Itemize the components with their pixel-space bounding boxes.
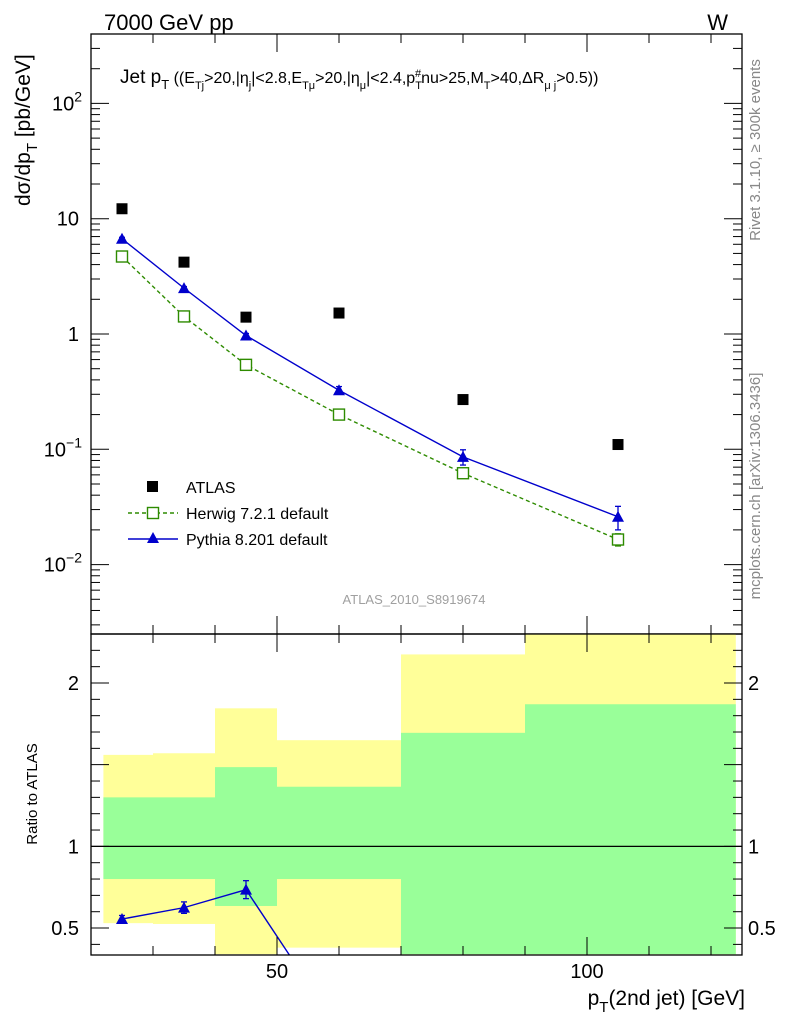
data-point: [612, 439, 624, 451]
legend-item-atlas: ATLAS: [147, 480, 236, 497]
ratio-y-tick-label-left: 1: [68, 836, 79, 858]
legend: ATLAS Herwig 7.2.1 default Pythia 8.201 …: [128, 480, 329, 549]
mcplots-label: mcplots.cern.ch [arXiv:1306.3436]: [747, 373, 764, 600]
series-herwig: [115, 250, 625, 547]
legend-marker-herwig: [146, 506, 160, 520]
main-y-tick-label: 102: [52, 88, 82, 115]
ratio-band-inner: [277, 786, 401, 880]
ratio-data-point: [240, 883, 252, 895]
main-data-layer: [115, 203, 625, 547]
ratio-bands: [103, 634, 736, 955]
ratio-y-tick-label-right: 2: [748, 673, 759, 695]
ratio-data-layer: [116, 880, 290, 956]
main-y-tick-label: 10: [57, 209, 79, 231]
ratio-band-inner: [103, 797, 153, 880]
ratio-panel: 0.5 0.5 1 1 2 2 50 100 Ratio to ATLAS pT(2nd j…: [24, 633, 776, 1016]
data-point: [178, 256, 190, 268]
legend-label-atlas: ATLAS: [186, 480, 236, 497]
series-atlas: [116, 203, 624, 451]
main-y-tick-label: 10−1: [44, 434, 82, 461]
ratio-series-pythia: [116, 880, 290, 956]
x-axis-label: pT(2nd jet) [GeV]: [588, 987, 745, 1016]
data-point: [240, 311, 252, 323]
data-point: [177, 310, 191, 323]
data-point: [333, 384, 345, 396]
data-point: [240, 329, 252, 341]
header-right: W: [707, 10, 728, 35]
data-point: [115, 250, 129, 263]
data-point: [457, 394, 469, 406]
main-y-tick-labels: 10−2 10−1 1 10 102: [44, 88, 82, 576]
main-ticks: [90, 33, 742, 634]
data-point: [457, 450, 469, 462]
ratio-frame: [90, 633, 743, 956]
ratio-y-tick-label-left: 2: [68, 673, 79, 695]
data-point: [332, 408, 346, 421]
ratio-band-inner: [401, 732, 525, 955]
main-y-tick-label: 1: [68, 324, 79, 346]
ratio-series-line: [121, 888, 290, 956]
data-point: [239, 358, 253, 372]
legend-label-herwig: Herwig 7.2.1 default: [186, 506, 329, 523]
header-left: 7000 GeV pp: [104, 10, 234, 35]
main-panel: ATLAS_2010_S8919674 10−2 10−1 1 10 102 Jet p…: [12, 33, 743, 635]
rivet-label: Rivet 3.1.10, ≥ 300k events: [747, 59, 764, 241]
ratio-data-point: [178, 901, 190, 913]
ratio-x-tick-labels: 50 100: [266, 961, 604, 983]
data-point: [333, 307, 345, 319]
ratio-y-tick-labels: 0.5 0.5 1 1 2 2: [51, 673, 776, 940]
data-point: [178, 282, 190, 294]
main-y-axis-label: dσ/dpT [pb/GeV]: [12, 54, 41, 206]
data-point: [116, 203, 128, 215]
ratio-band-inner: [525, 704, 736, 955]
data-point: [612, 510, 624, 522]
plot-title: Jet pT ((ETj>20,|ηj|<2.8,ETμ>20,|ημ|<2.4…: [120, 67, 598, 92]
legend-marker-pythia: [147, 532, 159, 543]
data-point: [611, 533, 625, 546]
legend-item-pythia: Pythia 8.201 default: [128, 532, 328, 549]
legend-marker-atlas: [147, 481, 158, 492]
watermark: ATLAS_2010_S8919674: [343, 592, 486, 607]
legend-label-pythia: Pythia 8.201 default: [186, 532, 328, 549]
series-line: [121, 238, 619, 518]
series-line: [121, 256, 619, 541]
ratio-data-point: [116, 913, 128, 925]
main-y-tick-label: 10−2: [44, 550, 82, 577]
legend-item-herwig: Herwig 7.2.1 default: [128, 506, 329, 523]
ratio-ticks: [90, 633, 742, 955]
x-tick-label: 100: [570, 961, 603, 983]
data-point: [456, 467, 470, 480]
ratio-y-tick-label-right: 1: [748, 836, 759, 858]
ratio-y-tick-label-left: 0.5: [51, 918, 79, 940]
series-pythia: [116, 232, 624, 531]
ratio-band-inner: [153, 797, 215, 880]
ratio-y-axis-label: Ratio to ATLAS: [24, 743, 41, 844]
x-tick-label: 50: [266, 961, 288, 983]
ratio-y-tick-label-right: 0.5: [748, 918, 776, 940]
data-point: [116, 232, 128, 244]
